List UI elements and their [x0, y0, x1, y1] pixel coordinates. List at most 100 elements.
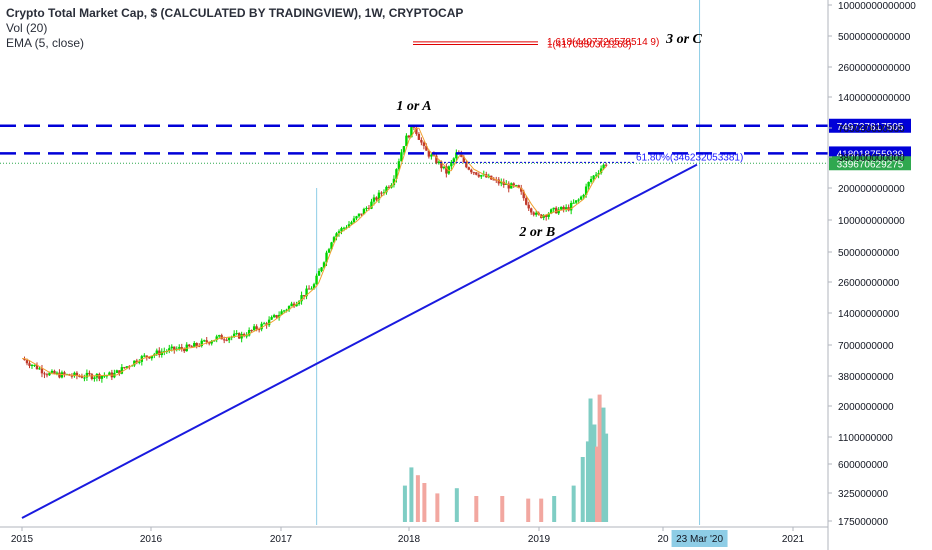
volume-indicator-label[interactable]: Vol (20): [6, 21, 48, 35]
crosshair-date-label: 23 Mar '20: [676, 534, 723, 545]
trendline: [21, 163, 698, 519]
candle-body: [120, 367, 124, 374]
candle-body: [210, 341, 213, 344]
volume-bar: [580, 457, 585, 522]
candle-body: [337, 231, 341, 234]
candle-body: [480, 175, 483, 177]
candle-body: [242, 333, 246, 337]
price-tag: 749727817505: [829, 118, 911, 133]
ema-line: [22, 127, 607, 377]
candle-body: [412, 126, 416, 128]
volume-bar: [585, 441, 590, 522]
volume-bar: [474, 496, 479, 522]
price-tick-label: 100000000000: [838, 216, 905, 227]
price-tick-label: 1100000000: [838, 433, 893, 444]
candle-body: [205, 340, 208, 343]
price-tick-label: 26000000000: [838, 278, 900, 289]
candle-body: [552, 207, 555, 210]
candle-body: [602, 164, 605, 169]
candle-body: [415, 127, 418, 134]
candle-body: [145, 355, 149, 358]
candle-body: [300, 295, 303, 302]
ema-indicator-label[interactable]: EMA (5, close): [6, 36, 85, 50]
candle-body: [322, 262, 326, 268]
candle-body: [173, 346, 176, 350]
price-tag-value: 339670629275: [837, 159, 904, 170]
candle-body: [105, 375, 109, 377]
candle-body: [470, 169, 473, 173]
candle-body: [272, 315, 276, 318]
fib-level-label: 1(4170330301268): [547, 39, 632, 50]
candle-body: [150, 355, 153, 359]
price-tag-background: [829, 156, 911, 171]
candle-body: [50, 370, 54, 373]
candle-body: [55, 372, 59, 374]
candle-body: [574, 200, 578, 203]
candle-body: [282, 310, 286, 312]
candle-body: [372, 197, 376, 202]
candle-body: [442, 166, 446, 169]
volume-bar: [552, 496, 557, 522]
wave-label: 2 or B: [518, 225, 555, 240]
candle-body: [589, 178, 593, 182]
candle-body: [305, 288, 308, 297]
candle-body: [447, 166, 451, 174]
price-tick-label: 325000000: [838, 489, 888, 500]
candle-body: [377, 192, 381, 200]
candle-body: [118, 370, 121, 374]
candle-body: [255, 326, 258, 330]
volume-bar: [526, 498, 531, 522]
candle-body: [78, 375, 81, 377]
candle-body: [40, 368, 44, 374]
candle-body: [437, 161, 441, 164]
candle-body: [579, 196, 583, 200]
price-tick-label: 3800000000: [838, 372, 894, 383]
price-tick-label: 1400000000000: [838, 93, 911, 104]
candle-body: [270, 317, 273, 320]
candle-body: [222, 339, 226, 341]
price-tick-label: 10000000000000: [838, 1, 916, 12]
price-tag-background: [829, 118, 911, 133]
candle-body: [297, 301, 301, 305]
candle-body: [133, 360, 136, 366]
candle-body: [569, 202, 573, 211]
candle-body: [407, 135, 411, 138]
price-tick-label: 2000000000: [838, 402, 894, 413]
candle-body: [43, 373, 46, 375]
price-tick-label: 600000000: [838, 460, 888, 471]
candle-body: [365, 207, 368, 209]
candle-body: [535, 212, 538, 215]
candle-body: [375, 197, 378, 200]
candle-body: [108, 372, 111, 376]
candle-body: [193, 343, 196, 347]
price-tick-label: 175000000: [838, 517, 888, 528]
candle-body: [33, 364, 36, 366]
candle-body: [98, 373, 101, 379]
candle-body: [85, 372, 89, 378]
candle-body: [183, 348, 186, 352]
candle-body: [417, 133, 421, 140]
price-tick-label: 2600000000000: [838, 63, 911, 74]
candle-body: [380, 192, 383, 194]
candle-body: [275, 315, 278, 318]
wave-label: 1 or A: [396, 99, 431, 114]
candle-body: [327, 249, 331, 253]
price-tick-label: 380000000000: [838, 153, 905, 164]
candle-body: [604, 164, 608, 166]
candle-body: [310, 288, 313, 290]
candle-body: [168, 348, 171, 352]
candle-body: [597, 173, 600, 175]
volume-bar: [415, 475, 420, 522]
candle-body: [405, 135, 408, 147]
time-tick-label: 2017: [270, 534, 293, 545]
candle-body: [549, 209, 553, 214]
candle-body: [30, 365, 34, 367]
candle-body: [582, 194, 585, 197]
volume-bar: [402, 485, 407, 522]
volume-bar: [422, 483, 427, 522]
candle-body: [455, 152, 458, 159]
candle-body: [355, 216, 358, 219]
candle-body: [285, 309, 288, 311]
